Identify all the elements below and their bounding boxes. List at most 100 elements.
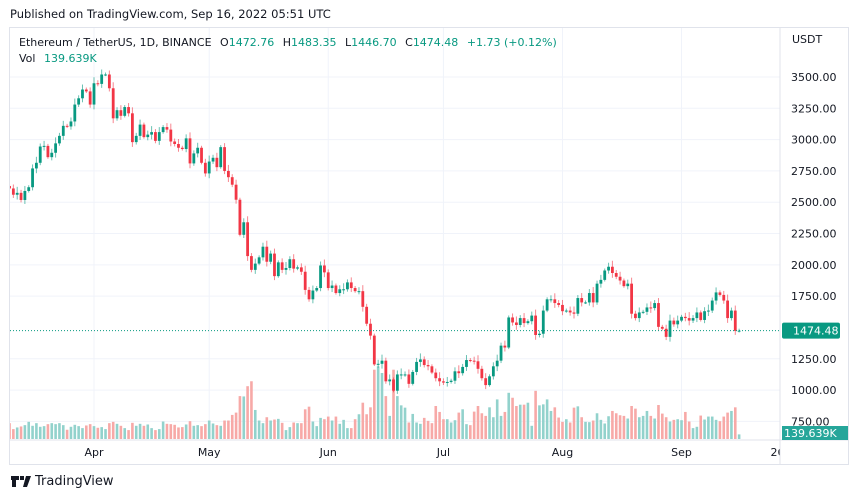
- volume-bar: [403, 407, 407, 439]
- volume-bar: [661, 413, 664, 439]
- candle-body: [445, 381, 449, 383]
- volume-bar: [35, 423, 38, 439]
- price-axis-label: 3250.00: [791, 102, 837, 115]
- candle-body: [499, 345, 503, 361]
- volume-bar: [100, 427, 103, 439]
- candle-body: [180, 147, 184, 150]
- candle-body: [342, 289, 345, 291]
- volume-bar: [492, 417, 495, 439]
- volume-bar: [184, 424, 188, 439]
- candle-body: [691, 318, 695, 321]
- volume-bar: [326, 416, 330, 439]
- volume-bar: [365, 414, 368, 439]
- candle-body: [165, 127, 169, 130]
- volume-bar: [584, 421, 587, 439]
- candle-body: [538, 333, 541, 335]
- candle-body: [330, 285, 334, 289]
- volume-bar: [733, 407, 737, 439]
- volume-bar: [634, 408, 637, 439]
- volume-bar: [676, 419, 679, 439]
- tradingview-logo-icon: [11, 476, 31, 487]
- candle-body: [284, 267, 288, 270]
- volume-bar: [722, 416, 726, 439]
- volume-bar: [250, 381, 253, 439]
- volume-bar: [361, 402, 365, 439]
- volume-bar: [134, 425, 138, 439]
- candle-body: [111, 88, 115, 119]
- volume-bar: [161, 421, 165, 439]
- candle-body: [92, 83, 96, 105]
- time-axis-label: Apr: [84, 446, 104, 459]
- last-price-badge: [782, 322, 840, 339]
- volume-bar: [349, 428, 353, 439]
- volume-bar: [507, 392, 511, 439]
- candle-body: [246, 222, 249, 257]
- volume-bar: [330, 420, 334, 439]
- tradingview-brand[interactable]: TradingView: [11, 474, 114, 489]
- candle-body: [645, 307, 649, 312]
- volume-bar: [703, 419, 706, 439]
- volume-bar: [714, 419, 718, 439]
- volume-bar: [726, 412, 729, 439]
- volume-bar: [219, 425, 223, 439]
- volume-bar: [695, 426, 699, 439]
- volume-bar: [150, 428, 153, 439]
- volume-bar: [157, 429, 161, 439]
- candle-body: [660, 326, 664, 329]
- volume-bar: [488, 407, 491, 439]
- volume-bar: [392, 369, 395, 439]
- chart-frame[interactable]: [9, 27, 849, 465]
- volume-bar: [357, 414, 361, 439]
- volume-bar: [10, 423, 11, 439]
- volume-bar: [426, 420, 430, 439]
- volume-bar: [119, 425, 123, 439]
- volume-bar: [154, 430, 157, 439]
- volume-label[interactable]: Vol: [19, 52, 36, 65]
- candle-body: [461, 366, 465, 374]
- chart-legend: Ethereum / TetherUS, 1D, BINANCE O1472.7…: [19, 35, 562, 67]
- candle-body: [23, 190, 27, 200]
- volume-bar: [19, 426, 23, 439]
- candle-body: [503, 345, 507, 348]
- candle-body: [323, 265, 326, 273]
- candle-body: [641, 311, 645, 313]
- volume-bar: [77, 426, 80, 439]
- candle-body: [634, 313, 637, 319]
- candle-body: [680, 316, 683, 321]
- candle-body: [626, 283, 630, 287]
- volume-bar: [338, 423, 342, 439]
- candle-body: [257, 257, 261, 264]
- candle-body: [230, 177, 234, 185]
- candle-body: [668, 320, 672, 337]
- price-axis-label: 2250.00: [791, 228, 837, 241]
- volume-bar: [641, 415, 645, 439]
- volume-bar: [588, 422, 591, 439]
- candle-body: [188, 138, 192, 164]
- volume-bar: [438, 411, 441, 439]
- candle-body: [150, 132, 153, 135]
- candle-body: [269, 253, 273, 262]
- candle-body: [480, 368, 484, 379]
- candle-body: [46, 145, 50, 158]
- candle-body: [472, 360, 476, 362]
- candle-body: [722, 294, 726, 301]
- volume-bar: [557, 417, 560, 439]
- volume-bar: [31, 425, 34, 439]
- candle-body: [611, 266, 614, 274]
- candle-body: [31, 168, 34, 188]
- volume-bar: [541, 404, 545, 439]
- candle-body: [207, 161, 211, 174]
- volume-bar: [549, 410, 553, 439]
- symbol-title[interactable]: Ethereum / TetherUS, 1D, BINANCE: [19, 36, 212, 49]
- volume-bar: [407, 422, 411, 439]
- volume-bar: [518, 404, 522, 439]
- volume-bar: [380, 373, 384, 439]
- volume-bar: [65, 429, 69, 439]
- volume-bar: [672, 419, 676, 439]
- volume-bar: [81, 428, 84, 439]
- candle-body: [365, 306, 369, 324]
- candle-body: [357, 291, 361, 293]
- candle-body: [687, 318, 691, 321]
- volume-bar: [499, 415, 503, 439]
